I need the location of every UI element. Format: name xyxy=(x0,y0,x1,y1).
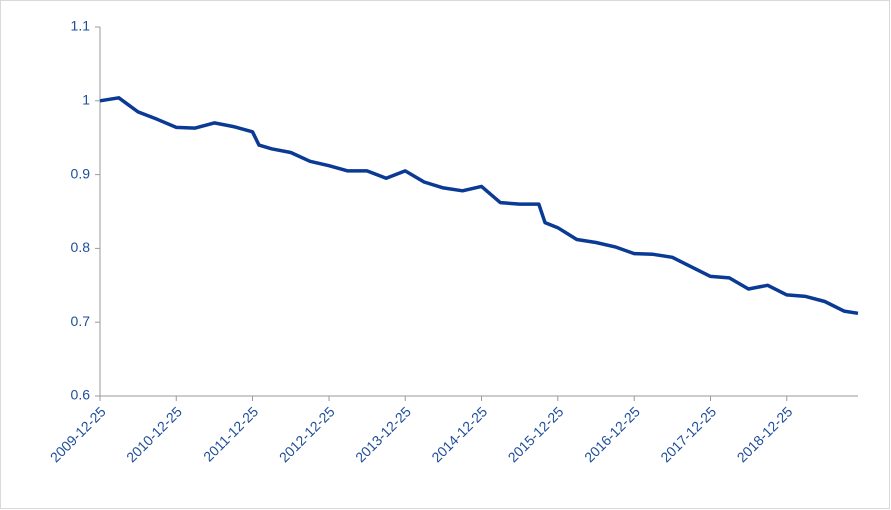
x-tick-label: 2010-12-25 xyxy=(123,403,185,465)
x-tick-label: 2012-12-25 xyxy=(276,403,338,465)
data-line xyxy=(99,96,859,316)
x-tick-label: 2018-12-25 xyxy=(734,403,796,465)
y-tick-label: 0.7 xyxy=(71,313,91,329)
x-tick-label: 2011-12-25 xyxy=(200,403,261,464)
x-tick-label: 2014-12-25 xyxy=(428,403,490,465)
x-tick-label: 2009-12-25 xyxy=(47,403,109,465)
y-tick-label: 1.1 xyxy=(71,18,91,34)
x-tick-label: 2015-12-25 xyxy=(505,403,567,465)
x-tick-label: 2016-12-25 xyxy=(581,403,643,465)
y-tick-label: 0.9 xyxy=(71,165,91,181)
y-tick-label: 1 xyxy=(82,92,90,108)
y-tick-label: 0.8 xyxy=(71,239,91,255)
y-tick-label: 0.6 xyxy=(71,387,91,403)
x-tick-label: 2013-12-25 xyxy=(352,403,414,465)
x-tick-label: 2017-12-25 xyxy=(657,403,719,465)
